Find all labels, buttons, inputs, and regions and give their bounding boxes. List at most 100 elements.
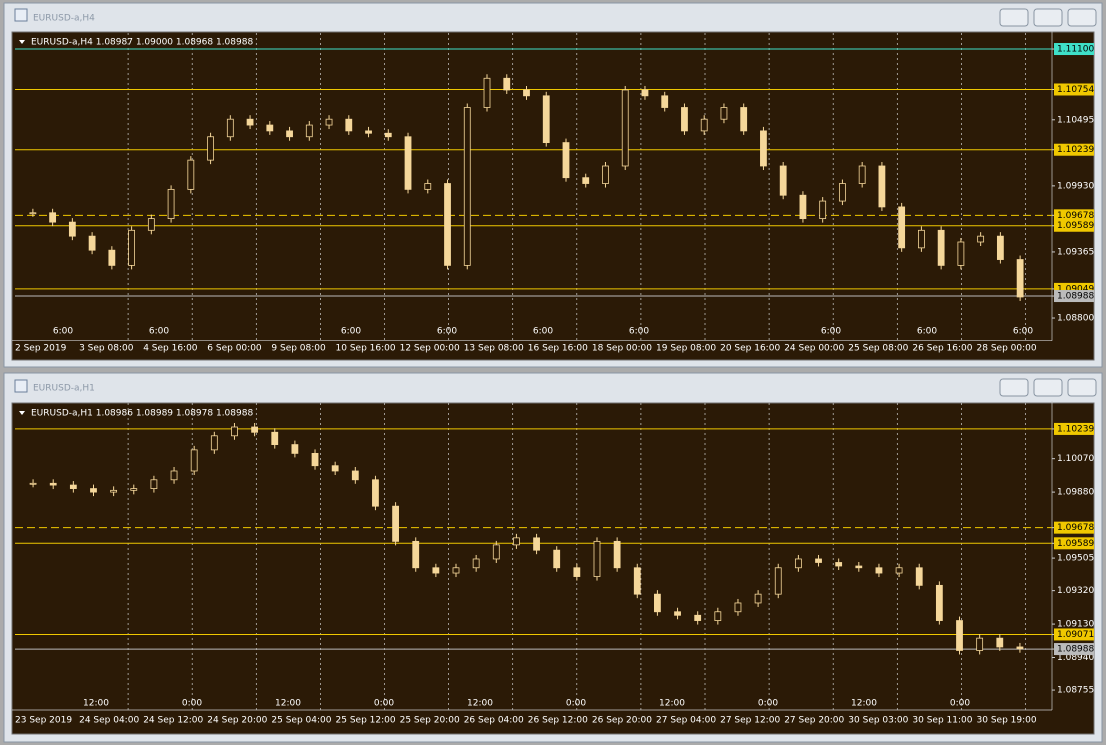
- candle-body: [720, 107, 728, 120]
- candle-body: [130, 488, 138, 491]
- maximize-button[interactable]: [1033, 8, 1063, 27]
- minimize-button[interactable]: [999, 8, 1029, 27]
- candle-body: [305, 124, 313, 138]
- close-button[interactable]: [1067, 378, 1097, 397]
- candle-body: [444, 183, 451, 266]
- price-label: 1.09880: [1057, 488, 1094, 498]
- candle-body: [108, 249, 116, 266]
- header-arrow: [19, 411, 25, 415]
- price-level-label: 1.09678: [1057, 211, 1094, 221]
- price-label: 1.09930: [1057, 181, 1094, 191]
- candle-body: [977, 235, 985, 243]
- maximize-button[interactable]: [1033, 378, 1063, 397]
- candle-body: [878, 165, 886, 208]
- price-label: 1.08940: [1057, 653, 1094, 663]
- inner-time-label: 12:00: [467, 699, 493, 709]
- candle-body: [602, 165, 609, 184]
- candle-body: [593, 540, 601, 577]
- header-arrow: [19, 40, 25, 44]
- price-label: 1.08755: [1057, 686, 1094, 696]
- candle-body: [128, 229, 135, 266]
- time-label: 30 Sep 11:00: [912, 716, 972, 726]
- candle-body: [190, 449, 198, 472]
- time-label: 12 Sep 00:00: [400, 344, 460, 354]
- candle-body: [291, 444, 299, 454]
- candle-body: [582, 177, 590, 184]
- candle-body: [503, 77, 511, 91]
- candle-body: [331, 465, 339, 472]
- time-label: 24 Sep 04:00: [79, 716, 139, 726]
- candle-body: [69, 484, 77, 489]
- inner-time-label: 6:00: [629, 327, 649, 337]
- candle-body: [110, 489, 118, 493]
- price-level-badge: [1054, 643, 1094, 656]
- candle-body: [271, 431, 279, 445]
- candle-body: [463, 107, 471, 266]
- time-label: 26 Sep 20:00: [592, 716, 652, 726]
- time-label: 16 Sep 16:00: [528, 344, 588, 354]
- time-label: 13 Sep 08:00: [464, 344, 524, 354]
- price-level-label: 1.09678: [1057, 523, 1094, 533]
- candle-body: [839, 183, 846, 202]
- candle-body: [976, 637, 984, 651]
- candle-body: [392, 505, 399, 542]
- candle-body: [513, 537, 520, 546]
- price-level-label: 1.10239: [1057, 145, 1094, 155]
- time-label: 25 Sep 20:00: [400, 716, 460, 726]
- price-level-badge: [1054, 209, 1094, 222]
- inner-time-label: 6:00: [53, 327, 73, 337]
- chart-header: EURUSD-a,H1 1.08986 1.08989 1.08978 1.08…: [31, 409, 253, 419]
- candle-body: [714, 611, 722, 621]
- candle-body: [774, 567, 782, 595]
- candle-body: [613, 540, 621, 569]
- price-level-label: 1.11100: [1057, 45, 1094, 55]
- window-title: EURUSD-a,H1: [33, 384, 95, 394]
- inner-time-label: 12:00: [275, 699, 301, 709]
- candle-body: [147, 218, 155, 231]
- inner-time-label: 6:00: [341, 327, 361, 337]
- candle-body: [633, 567, 641, 595]
- candle-body: [542, 95, 550, 143]
- candle-body: [207, 136, 214, 161]
- candle-body: [325, 118, 333, 126]
- candle-body: [49, 212, 57, 223]
- price-level-label: 1.09589: [1057, 539, 1094, 549]
- candle-body: [266, 124, 274, 132]
- candle-body: [754, 593, 762, 604]
- close-button[interactable]: [1067, 8, 1097, 27]
- candle-body: [472, 558, 480, 569]
- candle-body: [187, 159, 195, 190]
- inner-time-label: 6:00: [917, 327, 937, 337]
- candle-body: [49, 482, 57, 486]
- price-label: 1.09130: [1057, 620, 1094, 630]
- price-level-badge: [1054, 143, 1094, 156]
- minimize-button[interactable]: [999, 378, 1029, 397]
- price-label: 1.09505: [1057, 554, 1094, 564]
- candle-body: [226, 118, 234, 138]
- candle-body: [674, 611, 681, 616]
- price-level-badge: [1054, 43, 1094, 56]
- candle-body: [562, 142, 570, 179]
- candle-body: [794, 558, 802, 569]
- candle-body: [956, 620, 963, 651]
- inner-time-label: 6:00: [437, 327, 457, 337]
- candle-body: [404, 136, 412, 190]
- price-level-label: 1.10239: [1057, 424, 1094, 434]
- candle-body: [210, 435, 218, 451]
- candle-body: [246, 118, 254, 126]
- time-label: 6 Sep 00:00: [207, 344, 262, 354]
- candle-body: [167, 188, 175, 220]
- price-label: 1.09320: [1057, 586, 1094, 596]
- price-level-badge: [1054, 628, 1094, 641]
- price-level-badge: [1054, 537, 1094, 550]
- time-label: 3 Sep 08:00: [79, 344, 134, 354]
- candle-body: [700, 118, 708, 132]
- window-buttons[interactable]: [999, 8, 1097, 397]
- price-label: 1.08800: [1057, 314, 1094, 324]
- candle-body: [799, 194, 807, 220]
- chart-header: EURUSD-a,H4 1.08987 1.09000 1.08968 1.08…: [31, 38, 253, 48]
- candle-body: [533, 537, 540, 551]
- inner-time-label: 6:00: [149, 327, 169, 337]
- candle-body: [150, 479, 158, 489]
